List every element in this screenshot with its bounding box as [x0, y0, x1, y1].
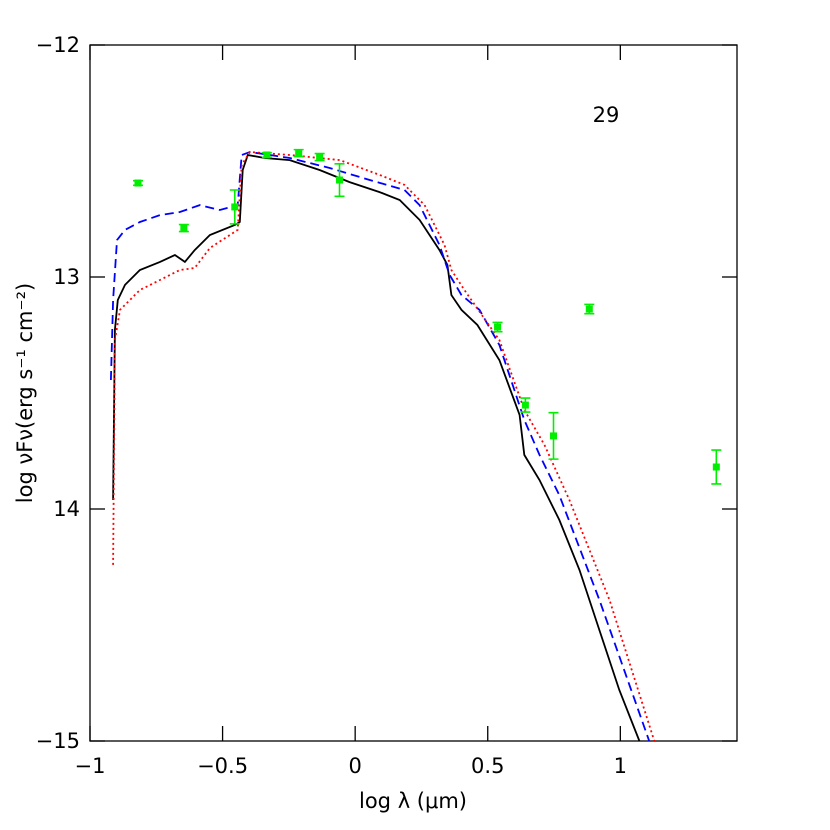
data-point: [180, 224, 188, 232]
plot-frame: [89, 44, 738, 742]
data-point: [336, 176, 344, 184]
y-tick-label: 13: [53, 265, 80, 289]
sed-line: [112, 151, 656, 742]
y-tick-label: −15: [36, 729, 80, 753]
sed-line: [112, 153, 641, 742]
x-axis-label: log λ (μm): [359, 789, 467, 813]
x-tick-label: 1: [614, 754, 627, 778]
data-point: [295, 149, 303, 157]
data-point: [521, 401, 529, 409]
x-tick-label: 0.5: [471, 754, 504, 778]
annotation: 29: [593, 103, 620, 127]
sed-line: [110, 151, 651, 742]
y-axis-label: log νFν(erg s⁻¹ cm⁻²): [13, 283, 37, 503]
data-point: [494, 323, 502, 331]
y-tick-label: −12: [36, 33, 80, 57]
x-tick-label: 0: [348, 754, 361, 778]
data-point: [263, 151, 271, 159]
data-point: [585, 305, 593, 313]
data-point: [231, 203, 239, 211]
x-tick-label: −0.5: [197, 754, 248, 778]
data-point: [712, 463, 720, 471]
data-point: [550, 432, 558, 440]
data-point: [134, 179, 142, 187]
x-tick-label: −1: [75, 754, 106, 778]
data-point: [316, 153, 324, 161]
y-tick-label: 14: [53, 497, 80, 521]
